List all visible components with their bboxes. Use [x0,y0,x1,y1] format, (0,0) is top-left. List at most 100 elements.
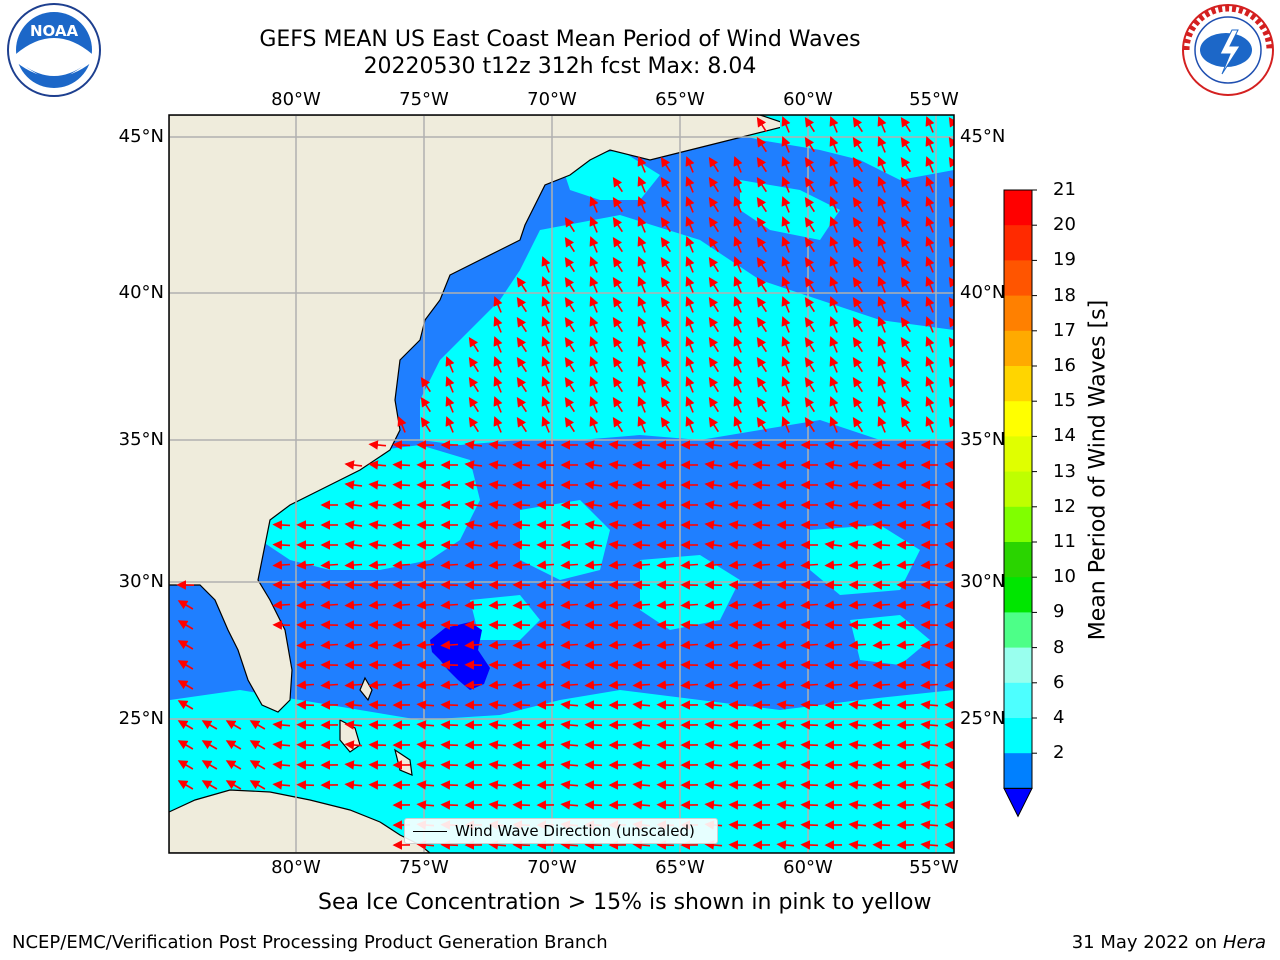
wind-wave-arrow [948,156,954,168]
wind-wave-arrow [488,760,507,770]
wind-wave-arrow [637,276,647,293]
wind-wave-arrow [804,336,815,353]
wind-wave-arrow [829,396,839,413]
wind-wave-arrow [944,840,954,850]
wind-wave-arrow [948,336,954,348]
wind-wave-arrow [852,196,863,213]
wind-wave-arrow [704,720,723,730]
wind-wave-arrow [900,296,911,313]
wind-wave-arrow [368,760,387,770]
sea-ice-note: Sea Ice Concentration > 15% is shown in … [318,890,932,915]
wind-wave-arrow [468,356,479,373]
wind-wave-arrow [392,440,411,450]
wind-wave-arrow [416,760,435,770]
wind-wave-arrow [804,276,815,293]
wind-wave-arrow [733,396,743,413]
footer-credit: NCEP/EMC/Verification Post Processing Pr… [12,932,608,953]
wind-wave-arrow [201,740,218,750]
wind-wave-arrow [752,680,771,690]
wind-wave-arrow [512,500,531,510]
wind-wave-arrow [560,740,579,750]
lat-label-left: 30°N [118,571,164,592]
wind-wave-arrow [756,396,767,413]
wind-wave-arrow [872,500,891,510]
wind-wave-arrow [829,296,839,313]
colorbar-tick-label: 19 [1053,249,1076,271]
wind-wave-arrow [516,276,527,293]
wind-wave-arrow [368,460,387,470]
wind-wave-arrow [516,336,527,353]
wind-wave-arrow [177,760,194,770]
wind-wave-arrow [685,176,695,193]
wind-wave-arrow [344,600,363,610]
wind-wave-arrow [824,460,843,470]
wind-wave-arrow [201,780,218,790]
wind-wave-arrow [488,780,507,790]
wind-wave-arrow [944,700,954,710]
colorbar-tick-label: 2 [1053,742,1065,764]
wind-wave-arrow [637,316,647,333]
wind-wave-arrow [589,296,599,313]
wind-wave-arrow [493,356,503,373]
wind-wave-arrow [632,700,651,710]
wind-wave-arrow [704,800,723,810]
wind-wave-arrow [804,256,815,273]
wind-wave-arrow [560,840,579,850]
wind-wave-arrow [488,460,507,470]
wind-wave-arrow [272,740,291,750]
wind-wave-arrow [368,700,387,710]
wind-wave-arrow [948,396,954,408]
lat-label-left: 45°N [118,126,164,147]
wind-wave-arrow [829,136,839,153]
wind-wave-arrow [896,640,915,650]
footer-date: 31 May 2022 on Hera [1072,932,1266,953]
wind-wave-arrow [948,236,954,248]
wind-wave-arrow [728,460,747,470]
wind-wave-arrow [177,640,194,650]
wind-wave-arrow [920,840,939,850]
wind-wave-arrow [872,800,891,810]
wind-wave-arrow [944,780,954,790]
wind-wave-arrow [900,336,911,353]
wind-wave-arrow [829,256,839,273]
wind-wave-arrow [800,760,819,770]
wind-wave-arrow [512,800,531,810]
wind-wave-arrow [824,480,843,490]
wind-wave-arrow [584,520,603,530]
wind-wave-arrow [728,740,747,750]
wind-wave-arrow [872,740,891,750]
wind-wave-arrow [177,780,194,790]
wind-wave-arrow [877,216,887,233]
wind-wave-arrow [944,500,954,510]
wind-wave-arrow [368,540,387,550]
wind-wave-arrow [420,396,431,413]
wind-wave-arrow [416,720,435,730]
wind-wave-arrow [493,416,503,433]
wind-wave-arrow [733,416,743,433]
wind-wave-arrow [584,640,603,650]
colorbar-segment [1004,718,1032,754]
wind-wave-arrow [685,376,695,393]
wind-wave-arrow [249,760,266,770]
colorbar-segment [1004,190,1032,226]
wind-wave-arrow [464,480,483,490]
wind-wave-arrow [685,156,695,173]
wind-wave-arrow [660,296,671,313]
wind-wave-arrow [781,136,791,153]
wind-wave-arrow [781,216,791,233]
wind-wave-arrow [488,700,507,710]
wind-wave-arrow [872,560,891,570]
wind-wave-arrow [708,416,719,433]
wind-wave-arrow [752,460,771,470]
colorbar-segment [1004,612,1032,649]
wind-wave-arrow [416,800,435,810]
wind-wave-arrow [589,356,599,373]
wind-wave-arrow [344,760,363,770]
wind-wave-arrow [225,780,242,790]
colorbar-tick-label: 12 [1053,495,1076,517]
wind-wave-arrow [632,600,651,610]
wind-wave-arrow [848,600,867,610]
wind-wave-arrow [512,460,531,470]
wind-wave-arrow [800,800,819,810]
wind-wave-arrow [848,440,867,450]
